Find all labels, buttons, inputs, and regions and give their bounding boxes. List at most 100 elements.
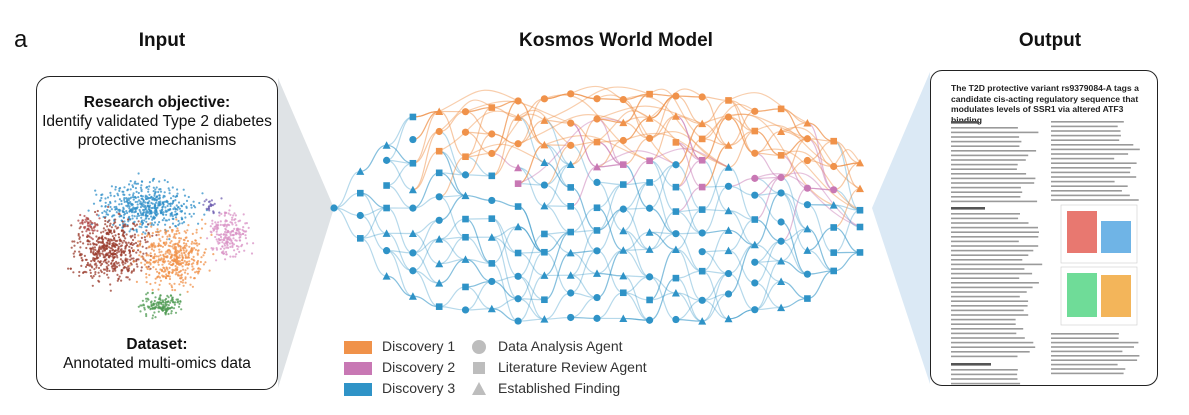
network-edge bbox=[623, 276, 650, 294]
network-edge bbox=[780, 221, 808, 275]
data-analysis-node bbox=[751, 279, 759, 287]
network-edge bbox=[544, 119, 571, 166]
umap-cluster bbox=[77, 213, 101, 241]
established-finding-node bbox=[724, 141, 733, 149]
literature-review-node bbox=[620, 161, 627, 168]
world-model-network bbox=[330, 85, 864, 325]
network-edge bbox=[491, 113, 545, 154]
established-finding-node bbox=[829, 201, 838, 209]
literature-review-node bbox=[514, 180, 522, 187]
network-edge bbox=[596, 183, 624, 209]
network-edge bbox=[438, 99, 493, 132]
established-finding-node bbox=[593, 162, 601, 171]
network-edge bbox=[439, 258, 466, 265]
umap-cluster bbox=[67, 205, 158, 292]
data-analysis-node bbox=[567, 90, 575, 98]
data-analysis-node bbox=[488, 130, 496, 138]
established-finding-node bbox=[724, 163, 733, 171]
data-analysis-node bbox=[672, 92, 680, 100]
data-analysis-node bbox=[751, 149, 759, 157]
network-edge bbox=[386, 116, 414, 146]
established-finding-node bbox=[619, 271, 628, 280]
established-finding-node bbox=[540, 201, 549, 210]
established-finding-node bbox=[619, 226, 628, 235]
established-finding-node bbox=[593, 269, 601, 277]
network-edge bbox=[807, 270, 834, 300]
data-analysis-node bbox=[540, 95, 548, 103]
data-analysis-node bbox=[724, 113, 733, 121]
network-edge bbox=[570, 252, 598, 274]
network-edge bbox=[623, 231, 650, 251]
network-edge bbox=[623, 132, 729, 168]
data-analysis-node bbox=[567, 141, 575, 149]
network-edge bbox=[439, 258, 466, 284]
network-edge bbox=[439, 196, 466, 238]
literature-review-node bbox=[698, 135, 706, 143]
model-title: Kosmos World Model bbox=[519, 30, 713, 51]
network-edge bbox=[360, 144, 387, 172]
network-edge bbox=[517, 167, 545, 207]
network-edge bbox=[649, 181, 677, 235]
literature-review-node bbox=[672, 183, 680, 191]
network-edge bbox=[333, 170, 361, 209]
network-edge bbox=[728, 92, 808, 124]
network-edge bbox=[412, 110, 440, 164]
established-finding-node bbox=[750, 240, 759, 249]
network-edge bbox=[675, 292, 703, 322]
network-edge bbox=[386, 207, 414, 254]
network-edge bbox=[438, 89, 519, 113]
network-edge bbox=[780, 228, 808, 262]
data-analysis-node bbox=[698, 296, 706, 304]
right-cone bbox=[872, 72, 930, 384]
literature-review-node bbox=[698, 183, 706, 191]
literature-review-node bbox=[488, 104, 496, 111]
data-analysis-node bbox=[567, 119, 575, 127]
network-edge bbox=[596, 272, 624, 277]
literature-review-node bbox=[856, 249, 864, 256]
square-icon bbox=[473, 362, 485, 374]
data-analysis-node bbox=[514, 97, 522, 105]
literature-review-node bbox=[725, 97, 732, 104]
network-edge bbox=[649, 210, 677, 250]
network-edge bbox=[596, 98, 624, 101]
established-finding-node bbox=[777, 127, 786, 135]
literature-review-node bbox=[830, 267, 837, 275]
umap-plot bbox=[67, 172, 255, 320]
network-edge bbox=[728, 229, 755, 246]
established-finding-node bbox=[540, 271, 549, 279]
data-analysis-node bbox=[646, 134, 654, 142]
literature-review-node bbox=[357, 235, 364, 242]
input-title: Input bbox=[138, 30, 186, 51]
established-finding-node bbox=[777, 277, 786, 285]
network-edge bbox=[491, 116, 519, 177]
established-finding-node bbox=[487, 233, 496, 241]
network-edge bbox=[754, 148, 861, 211]
network-edge bbox=[439, 306, 466, 311]
network-edge bbox=[544, 252, 571, 301]
network-edge bbox=[754, 176, 782, 221]
network-edge bbox=[728, 229, 755, 246]
network-edge bbox=[491, 218, 519, 277]
network-edge bbox=[596, 105, 703, 125]
network-edge bbox=[754, 108, 782, 112]
network-edge bbox=[780, 126, 861, 190]
literature-review-node bbox=[383, 204, 390, 212]
literature-review-node bbox=[830, 224, 837, 231]
established-finding-node bbox=[356, 167, 365, 175]
network-edge bbox=[570, 85, 650, 119]
literature-review-node bbox=[435, 147, 443, 155]
network-edge bbox=[491, 226, 519, 238]
data-analysis-node bbox=[646, 273, 654, 281]
panel-letter: a bbox=[14, 26, 28, 53]
data-analysis-node bbox=[409, 249, 417, 257]
data-analysis-node bbox=[409, 267, 417, 275]
network-edge bbox=[412, 238, 440, 272]
network-edge bbox=[412, 219, 440, 235]
data-analysis-node bbox=[593, 115, 601, 123]
established-finding-node bbox=[540, 140, 549, 149]
data-analysis-node bbox=[383, 247, 391, 255]
established-finding-node bbox=[461, 255, 470, 263]
network-edge bbox=[781, 297, 808, 309]
network-edge bbox=[544, 205, 571, 233]
